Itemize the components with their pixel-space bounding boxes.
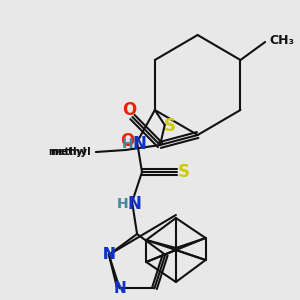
Text: S: S bbox=[164, 117, 176, 135]
Text: N: N bbox=[127, 195, 141, 213]
Text: N: N bbox=[113, 281, 126, 296]
Text: N: N bbox=[132, 135, 146, 153]
Text: CH₃: CH₃ bbox=[269, 34, 294, 46]
Text: S: S bbox=[178, 163, 190, 181]
Text: methyl: methyl bbox=[50, 147, 91, 157]
Text: N: N bbox=[103, 247, 115, 262]
Text: N: N bbox=[103, 247, 115, 262]
Text: O: O bbox=[120, 132, 135, 150]
Text: H: H bbox=[116, 197, 128, 211]
Text: H: H bbox=[122, 137, 133, 151]
Text: methyl: methyl bbox=[48, 147, 86, 157]
Text: O: O bbox=[122, 101, 136, 119]
